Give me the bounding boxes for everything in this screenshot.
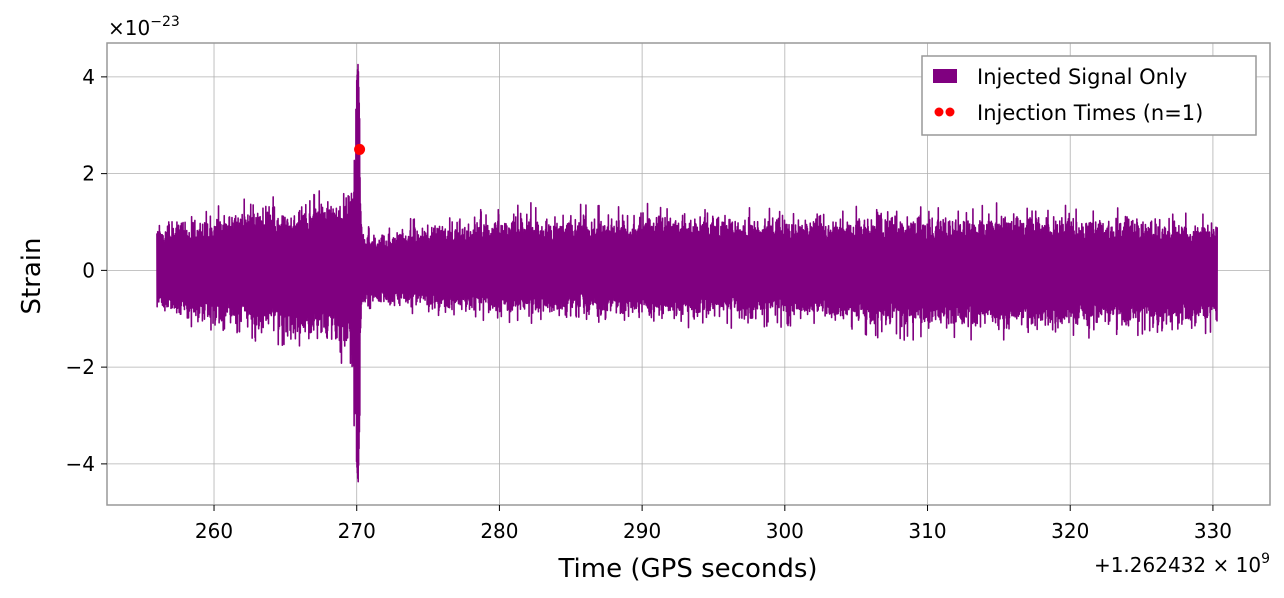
- x-axis-label: Time (GPS seconds): [557, 554, 817, 584]
- y-axis-label: Strain: [17, 237, 47, 314]
- y-scale-label: ×10−23: [108, 14, 180, 40]
- signal-line: [156, 63, 1218, 483]
- x-offset-label: +1.262432 × 109: [1094, 551, 1270, 577]
- injection-markers: [354, 143, 366, 155]
- injection-point: [354, 143, 366, 155]
- x-tick-label: 290: [623, 519, 661, 543]
- x-tick-label: 300: [766, 519, 804, 543]
- legend-marker-injection-2: [945, 107, 955, 117]
- y-tick-label: −2: [66, 355, 95, 379]
- signal-series: [156, 63, 1218, 483]
- x-tick-label: 280: [480, 519, 518, 543]
- y-tick-label: −4: [66, 452, 95, 476]
- x-tick-label: 260: [195, 519, 233, 543]
- legend-marker-injection-1: [934, 107, 944, 117]
- legend-frame: [921, 55, 1257, 136]
- legend: Injected Signal Only Injection Times (n=…: [921, 55, 1257, 136]
- y-tick-label: 2: [82, 162, 95, 186]
- x-tick-label: 320: [1051, 519, 1089, 543]
- axis-ticks: 260 270 280 290 300 310 320 330 −4 −2 0 2 4: [66, 65, 1232, 543]
- x-tick-label: 330: [1194, 519, 1232, 543]
- legend-swatch-signal: [933, 69, 957, 83]
- legend-label-signal: Injected Signal Only: [977, 65, 1187, 89]
- y-tick-label: 4: [82, 65, 95, 89]
- y-tick-label: 0: [82, 258, 95, 282]
- x-tick-label: 270: [338, 519, 376, 543]
- legend-label-injection: Injection Times (n=1): [977, 101, 1203, 125]
- x-tick-label: 310: [908, 519, 946, 543]
- plot-frame: [106, 42, 1271, 506]
